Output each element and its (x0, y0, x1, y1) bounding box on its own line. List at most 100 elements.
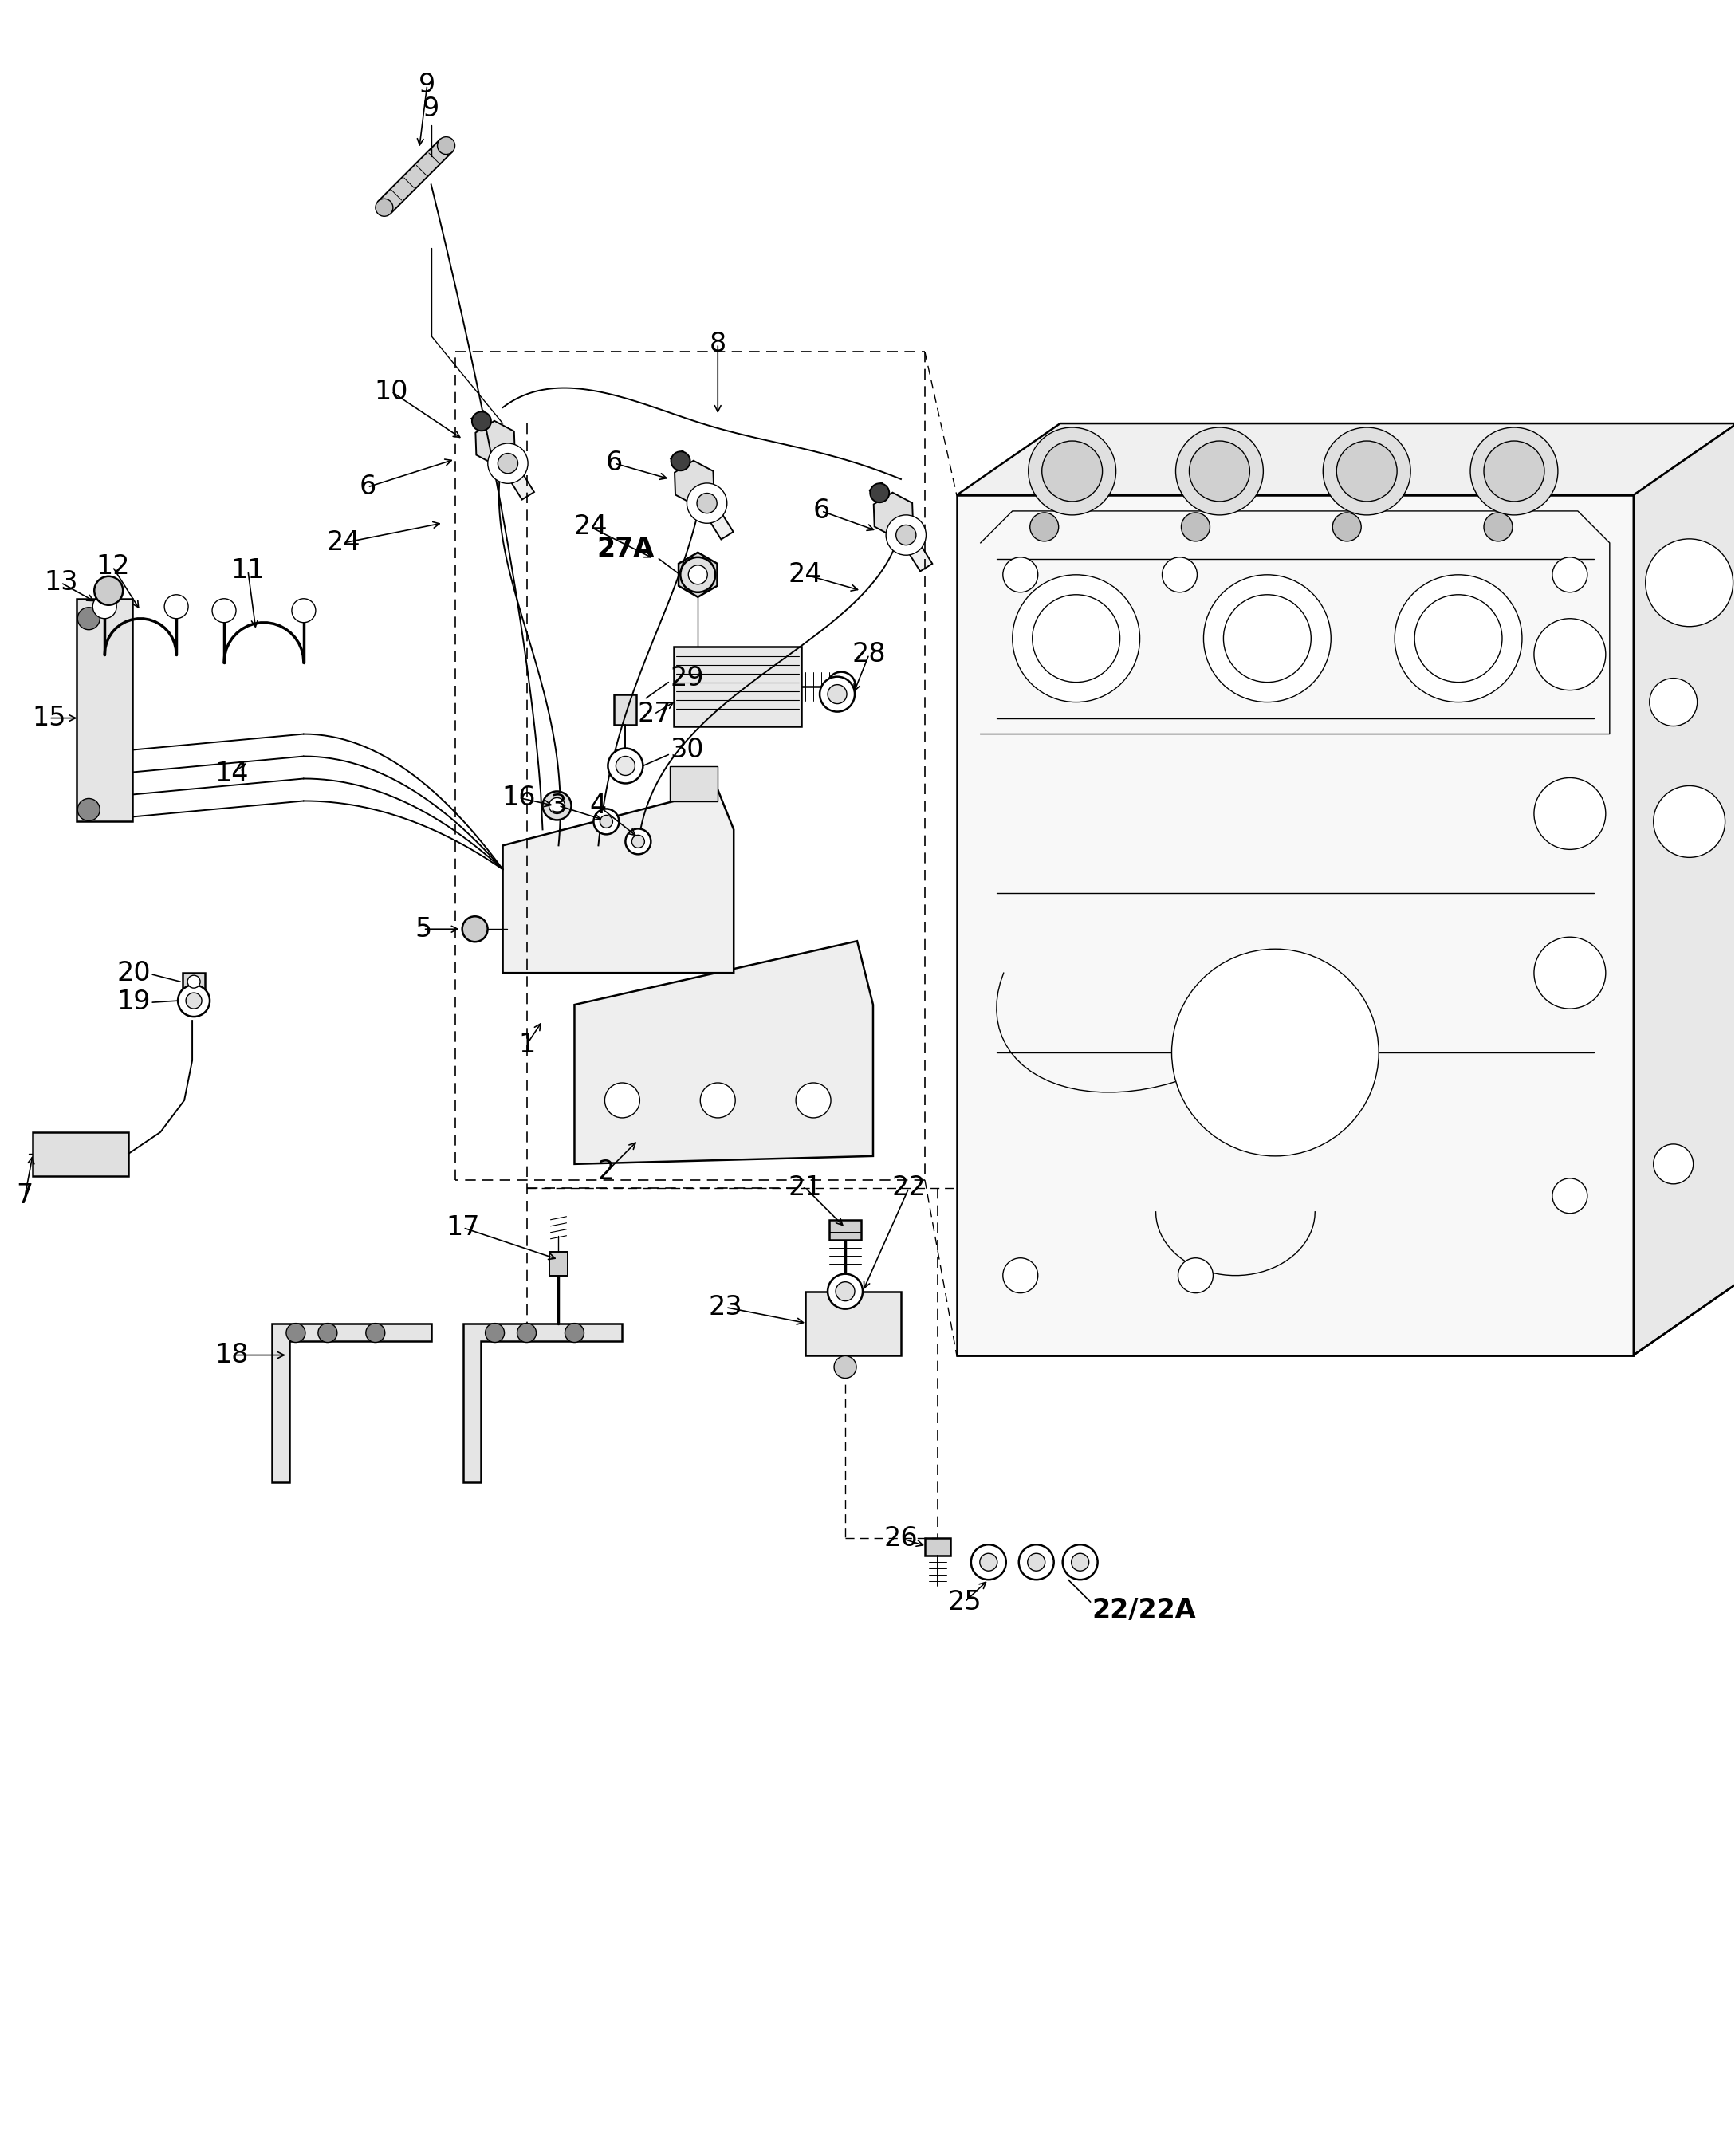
Text: 19: 19 (116, 987, 151, 1015)
Circle shape (1027, 1554, 1044, 1572)
Circle shape (437, 136, 455, 155)
Circle shape (1003, 556, 1038, 593)
Text: 5: 5 (415, 916, 432, 942)
Bar (805, 1291, 900, 1356)
Circle shape (1178, 1257, 1213, 1294)
Circle shape (78, 798, 101, 821)
Circle shape (488, 444, 527, 483)
Text: 15: 15 (31, 705, 66, 731)
Circle shape (701, 1082, 736, 1117)
Circle shape (796, 1082, 831, 1117)
Text: 30: 30 (670, 737, 704, 763)
Circle shape (1162, 556, 1197, 593)
Circle shape (486, 1324, 505, 1343)
Circle shape (286, 1324, 305, 1343)
Bar (182, 972, 205, 990)
Circle shape (187, 975, 200, 987)
Bar (76, 599, 132, 821)
Text: 24: 24 (788, 561, 822, 589)
Circle shape (1653, 785, 1725, 858)
Circle shape (835, 1356, 857, 1378)
Circle shape (165, 595, 187, 619)
Circle shape (1176, 427, 1263, 515)
Text: 14: 14 (215, 761, 250, 787)
Text: 25: 25 (947, 1589, 982, 1615)
Circle shape (593, 808, 619, 834)
Circle shape (1553, 556, 1588, 593)
Text: 4: 4 (590, 793, 607, 819)
Text: 26: 26 (883, 1524, 918, 1552)
Circle shape (517, 1324, 536, 1343)
Polygon shape (678, 552, 717, 597)
Circle shape (94, 576, 123, 606)
Circle shape (1653, 1145, 1693, 1184)
Circle shape (472, 412, 491, 431)
Bar (670, 765, 718, 802)
Polygon shape (463, 1324, 623, 1483)
Text: 6: 6 (812, 498, 829, 524)
Polygon shape (956, 423, 1735, 496)
Polygon shape (956, 496, 1634, 1356)
Circle shape (687, 483, 727, 524)
Circle shape (1534, 938, 1605, 1009)
Circle shape (671, 451, 691, 470)
Bar (829, 1220, 861, 1240)
Circle shape (1324, 427, 1411, 515)
Polygon shape (874, 492, 913, 537)
Circle shape (819, 677, 855, 711)
Circle shape (1470, 427, 1558, 515)
Circle shape (1223, 595, 1312, 681)
Circle shape (600, 815, 612, 828)
Text: 24: 24 (573, 513, 607, 541)
Text: 27: 27 (637, 701, 671, 727)
Circle shape (291, 599, 316, 623)
Text: 2: 2 (599, 1158, 614, 1186)
Circle shape (548, 798, 566, 813)
Polygon shape (272, 1324, 430, 1483)
Circle shape (1414, 595, 1503, 681)
Polygon shape (475, 420, 515, 466)
Text: 18: 18 (215, 1341, 248, 1369)
Circle shape (1013, 576, 1140, 703)
Circle shape (836, 1283, 855, 1300)
Circle shape (1043, 442, 1102, 502)
Text: 11: 11 (231, 558, 265, 584)
Text: 27A: 27A (597, 537, 654, 563)
Bar (614, 694, 637, 724)
Circle shape (1171, 949, 1379, 1156)
Text: 3: 3 (550, 793, 567, 819)
Circle shape (632, 834, 644, 847)
Polygon shape (574, 940, 873, 1164)
Circle shape (887, 515, 926, 554)
Circle shape (318, 1324, 337, 1343)
Text: 28: 28 (852, 640, 887, 668)
Circle shape (606, 1082, 640, 1117)
Circle shape (1534, 778, 1605, 849)
Text: 10: 10 (375, 379, 408, 405)
Bar (33, 1132, 128, 1175)
Text: 6: 6 (359, 474, 376, 500)
Polygon shape (1634, 423, 1735, 1356)
Bar (548, 1253, 567, 1276)
Circle shape (1182, 513, 1209, 541)
Circle shape (689, 565, 708, 584)
Circle shape (1018, 1544, 1053, 1580)
Bar (925, 1537, 951, 1557)
Circle shape (1483, 513, 1513, 541)
Circle shape (566, 1324, 585, 1343)
Circle shape (1645, 539, 1733, 627)
Circle shape (828, 673, 855, 701)
Circle shape (972, 1544, 1006, 1580)
Text: 23: 23 (710, 1294, 743, 1319)
Text: 9: 9 (418, 71, 435, 99)
Polygon shape (472, 412, 534, 500)
Circle shape (1032, 595, 1119, 681)
Bar (673, 647, 802, 727)
Circle shape (375, 198, 394, 216)
Text: 7: 7 (17, 1184, 33, 1210)
Text: 6: 6 (606, 451, 623, 476)
Text: 13: 13 (43, 569, 78, 595)
Circle shape (828, 1274, 862, 1309)
Circle shape (697, 494, 717, 513)
Circle shape (980, 1554, 998, 1572)
